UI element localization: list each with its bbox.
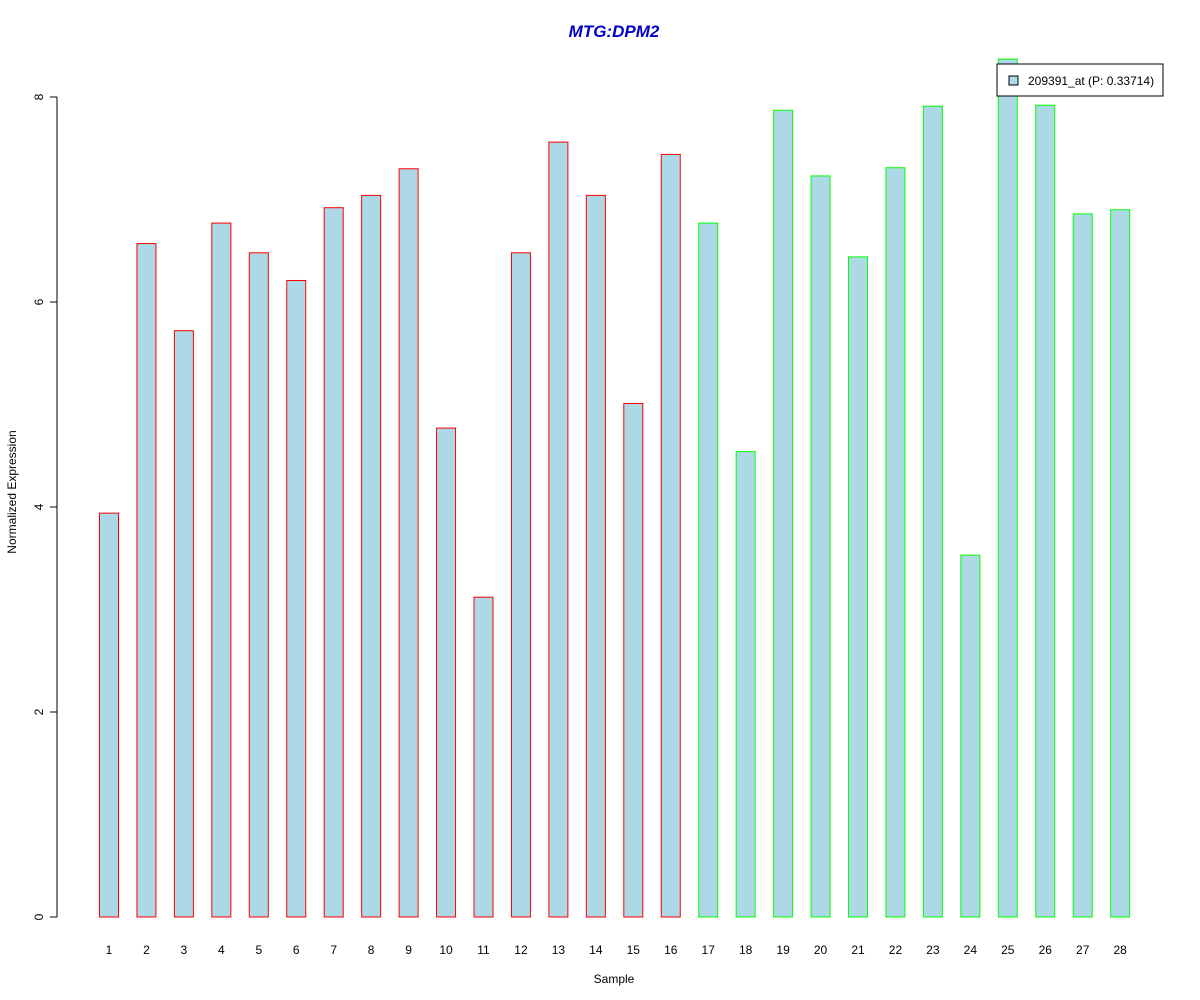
x-tick-label: 8 (368, 943, 375, 957)
x-tick-label: 28 (1113, 943, 1127, 957)
x-tick-label: 18 (739, 943, 753, 957)
x-tick-label: 10 (439, 943, 453, 957)
bar-sample-23 (922, 105, 943, 918)
y-tick-label: 6 (32, 298, 46, 305)
x-tick-label: 22 (889, 943, 903, 957)
x-tick-label: 13 (552, 943, 566, 957)
bar-sample-20 (810, 175, 831, 918)
x-tick-label: 17 (702, 943, 716, 957)
bar-sample-22 (885, 167, 906, 918)
bar-sample-28 (1110, 209, 1131, 918)
bar-sample-13 (548, 141, 569, 918)
chart-title: MTG:DPM2 (569, 22, 660, 41)
x-tick-label: 11 (477, 943, 490, 957)
x-tick-label: 2 (143, 943, 150, 957)
bar-sample-21 (848, 256, 868, 918)
x-tick-label: 25 (1001, 943, 1015, 957)
bar-sample-18 (735, 451, 756, 918)
x-tick-label: 3 (181, 943, 188, 957)
x-tick-label: 1 (106, 943, 113, 957)
x-tick-label: 5 (255, 943, 262, 957)
bar-sample-8 (361, 194, 382, 918)
bar-sample-19 (773, 109, 794, 918)
bar-sample-7 (323, 207, 344, 918)
bar-sample-3 (173, 330, 194, 918)
bar-sample-24 (960, 554, 981, 918)
legend-entry: 209391_at (P: 0.33714) (1028, 74, 1154, 88)
x-tick-label: 7 (330, 943, 337, 957)
x-tick-label: 15 (627, 943, 641, 957)
x-tick-label: 9 (405, 943, 412, 957)
x-tick-label: 27 (1076, 943, 1090, 957)
bar-sample-16 (660, 153, 681, 918)
bars-group (99, 58, 1131, 918)
y-tick-label: 4 (32, 503, 46, 510)
x-tick-label: 26 (1039, 943, 1053, 957)
y-tick-label: 8 (32, 93, 46, 100)
x-tick-label: 6 (293, 943, 300, 957)
x-tick-labels: 1 2 3 4 5 6 7 8 9 10 11 12 13 14 15 16 17 18 19 20 21 22 23 24 2… (106, 943, 1127, 957)
bar-sample-12 (510, 252, 531, 918)
x-tick-label: 20 (814, 943, 828, 957)
bar-sample-14 (585, 194, 606, 918)
x-tick-label: 16 (664, 943, 678, 957)
bar-sample-10 (436, 427, 457, 918)
x-tick-label: 12 (514, 943, 528, 957)
bar-sample-25 (997, 58, 1018, 918)
bar-sample-26 (1035, 104, 1056, 918)
bar-sample-15 (623, 402, 644, 918)
x-tick-label: 21 (851, 943, 865, 957)
legend-swatch (1008, 75, 1019, 86)
y-axis-label: Normalized Expression (5, 430, 19, 553)
x-tick-label: 24 (964, 943, 978, 957)
x-axis-label: Sample (594, 972, 635, 986)
x-tick-label: 23 (926, 943, 940, 957)
bar-sample-5 (248, 252, 269, 918)
x-tick-label: 19 (776, 943, 790, 957)
y-tick-label: 0 (32, 913, 46, 920)
bar-sample-6 (286, 279, 307, 918)
legend: 209391_at (P: 0.33714) (996, 63, 1164, 97)
bar-sample-9 (398, 168, 419, 918)
bar-sample-11 (473, 596, 494, 918)
bar-sample-27 (1072, 213, 1093, 918)
y-axis: 0 2 4 6 8 (32, 93, 58, 920)
y-tick-label: 2 (32, 708, 46, 715)
legend-box (996, 63, 1164, 97)
x-tick-label: 4 (218, 943, 225, 957)
x-tick-label: 14 (589, 943, 603, 957)
bar-sample-1 (99, 512, 119, 918)
bar-sample-4 (211, 222, 232, 918)
bar-sample-17 (698, 222, 719, 918)
bar-sample-2 (136, 243, 157, 918)
